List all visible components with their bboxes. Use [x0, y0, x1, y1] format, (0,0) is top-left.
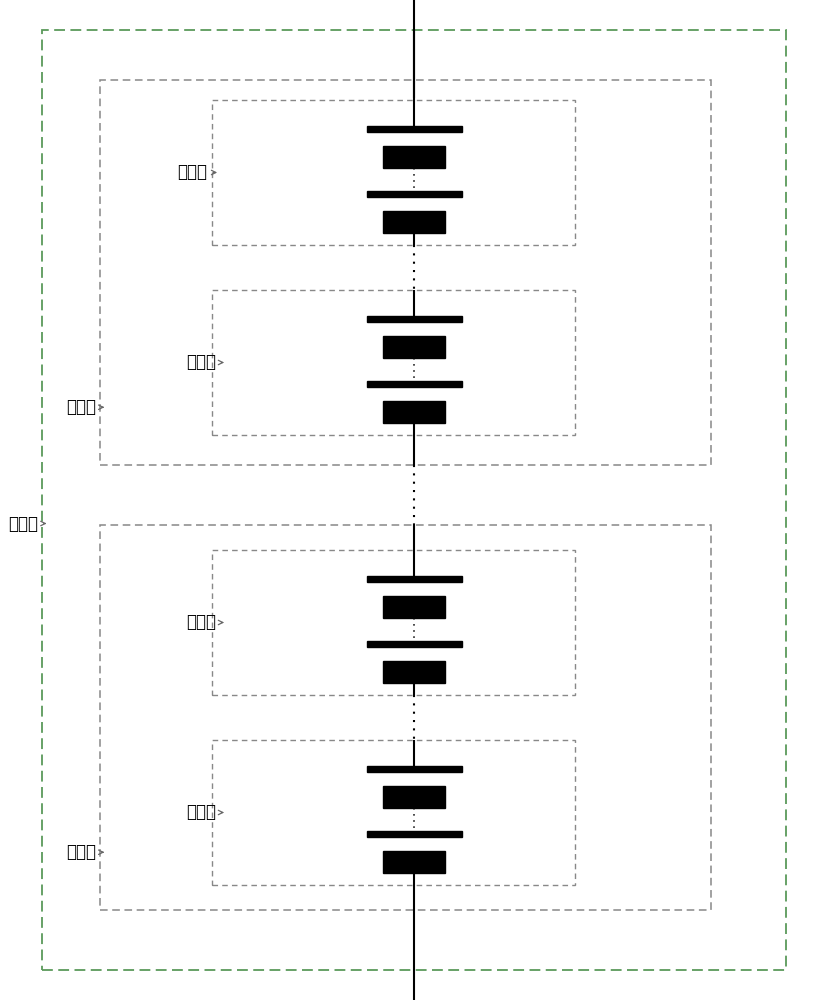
- Bar: [383, 851, 445, 873]
- Bar: [383, 211, 445, 233]
- Bar: [366, 316, 461, 322]
- Bar: [366, 191, 461, 197]
- Text: 电池组: 电池组: [186, 354, 222, 371]
- Text: 电池包: 电池包: [66, 398, 103, 416]
- Bar: [383, 401, 445, 423]
- Bar: [366, 576, 461, 582]
- Bar: [366, 381, 461, 387]
- Bar: [383, 336, 445, 358]
- Bar: [383, 661, 445, 683]
- Text: 电池托: 电池托: [8, 515, 45, 532]
- Bar: [366, 126, 461, 132]
- Bar: [212, 290, 575, 435]
- Bar: [212, 740, 575, 885]
- Bar: [366, 831, 461, 837]
- Bar: [383, 786, 445, 808]
- Bar: [100, 525, 711, 910]
- Bar: [212, 100, 575, 245]
- Text: 电池组: 电池组: [178, 163, 216, 182]
- Text: 电池组: 电池组: [186, 613, 222, 632]
- Bar: [383, 596, 445, 618]
- Bar: [383, 146, 445, 168]
- Bar: [100, 80, 711, 465]
- Text: 电池包: 电池包: [66, 843, 103, 861]
- Bar: [366, 766, 461, 772]
- Bar: [366, 641, 461, 647]
- Text: 电池组: 电池组: [186, 804, 222, 822]
- Bar: [212, 550, 575, 695]
